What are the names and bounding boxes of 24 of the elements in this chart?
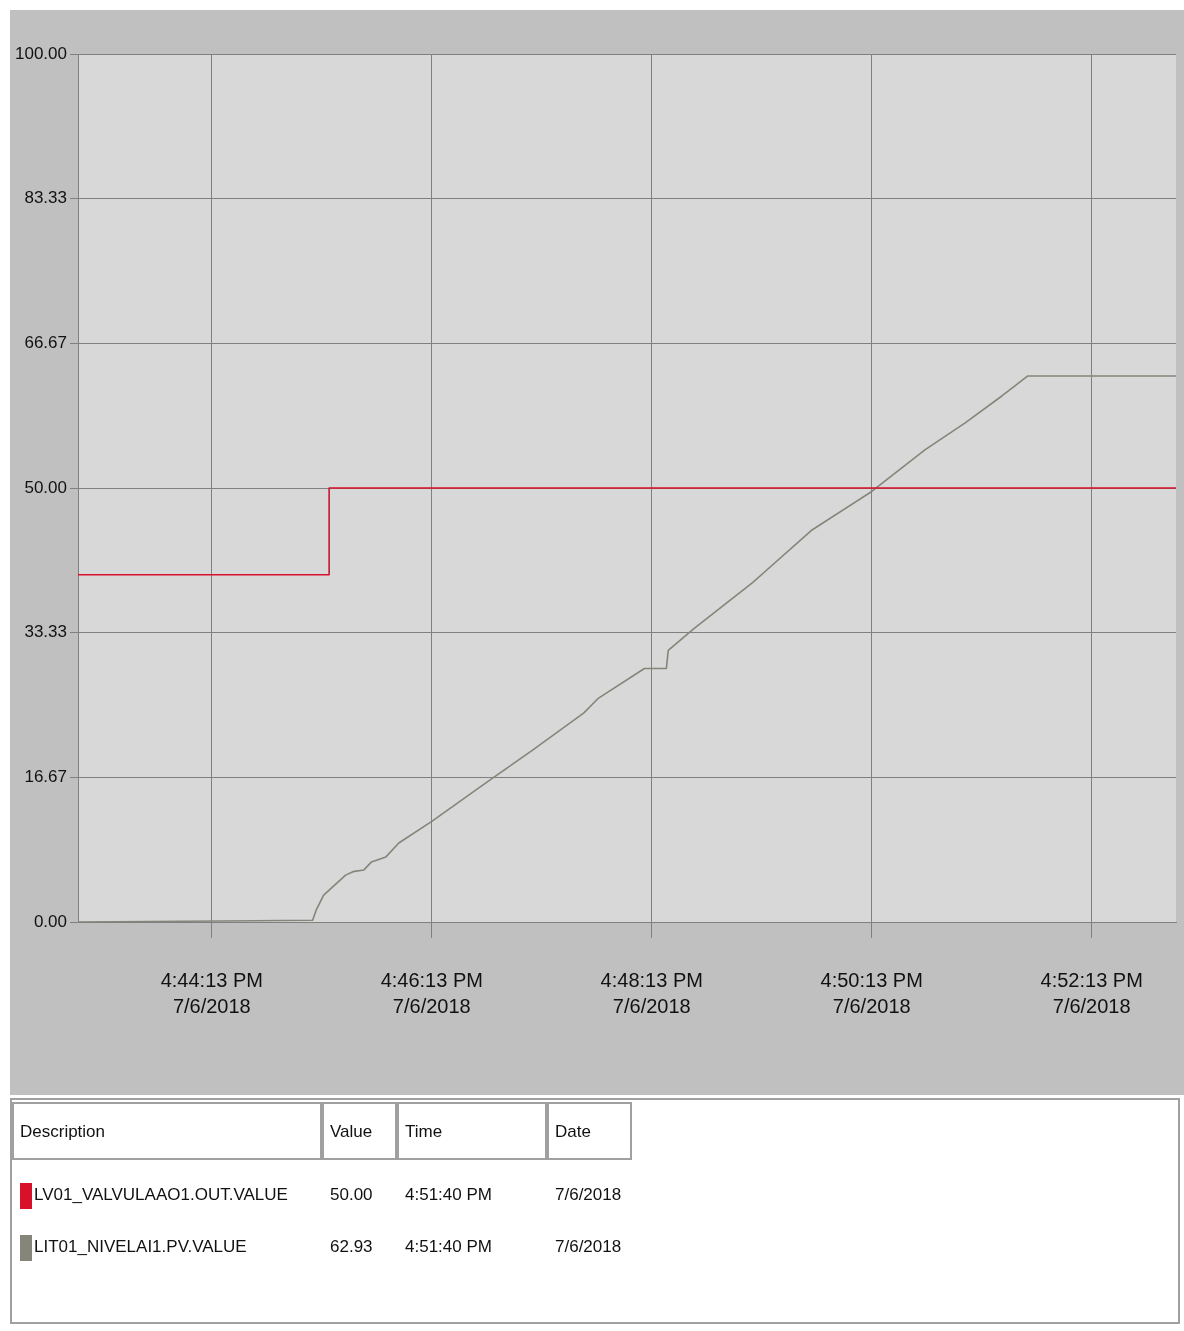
y-tick-label: 16.67	[24, 766, 67, 786]
x-tick-label: 4:50:13 PM 7/6/2018	[820, 968, 923, 1017]
text: Description	[12, 1102, 322, 1160]
x-tick-label: 4:46:13 PM 7/6/2018	[380, 968, 483, 1017]
text: Value	[322, 1102, 397, 1160]
text: Time	[397, 1102, 547, 1160]
text: 4:51:40 PM	[405, 1237, 492, 1257]
y-tick-label: 0.00	[33, 911, 67, 931]
text: 7/6/2018	[555, 1185, 622, 1205]
text: 4:51:40 PM	[405, 1185, 492, 1205]
x-tick-label: 4:52:13 PM 7/6/2018	[1040, 968, 1143, 1017]
text: 50.00	[330, 1185, 373, 1205]
text: 62.93	[330, 1237, 373, 1257]
text: Date	[547, 1102, 632, 1160]
y-tick-label: 66.67	[24, 332, 67, 352]
legend-label: LIT01_NIVELAI1.PV.VALUE	[34, 1237, 247, 1257]
text: 7/6/2018	[555, 1237, 622, 1257]
y-tick-label: 33.33	[24, 622, 67, 642]
y-tick-label: 50.00	[24, 477, 67, 497]
y-tick-label: 100.00	[15, 43, 67, 63]
legend-label: LV01_VALVULAAO1.OUT.VALUE	[34, 1185, 288, 1205]
x-tick-label: 4:48:13 PM 7/6/2018	[600, 968, 703, 1017]
y-tick-label: 83.33	[24, 188, 67, 208]
x-tick-label: 4:44:13 PM 7/6/2018	[160, 968, 263, 1017]
